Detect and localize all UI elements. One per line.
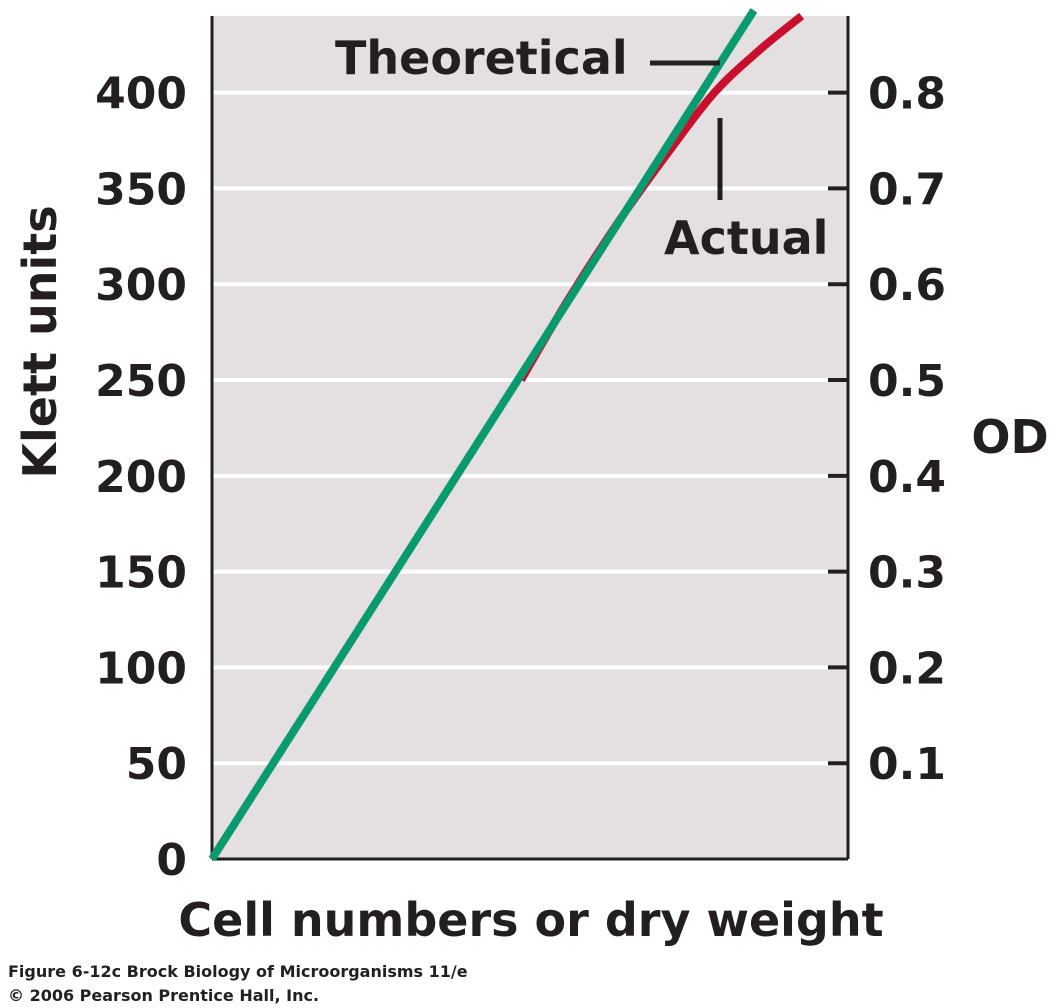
- right-ticks: [828, 90, 848, 766]
- y-tick-label-0: 0: [156, 835, 187, 886]
- series-label-actual: Actual: [664, 211, 828, 265]
- y2-tick-label-3: 0.4: [868, 452, 946, 503]
- y2-tick-label-2: 0.3: [868, 548, 946, 599]
- y2-tick-label-7: 0.8: [868, 69, 946, 120]
- y2-axis-title: OD: [971, 410, 1048, 464]
- series-label-theoretical: Theoretical: [335, 31, 628, 85]
- grid-lines: [212, 90, 848, 766]
- right-tick-labels: 0.1 0.2 0.3 0.4 0.5 0.6 0.7 0.8: [868, 69, 946, 791]
- plot-area: [212, 16, 848, 859]
- y-tick-label-200: 200: [95, 452, 187, 503]
- left-tick-labels: 0 50 100 150 200 250 300 350 400: [95, 69, 187, 886]
- y-tick-label-300: 300: [95, 260, 187, 311]
- y2-tick-label-0: 0.1: [868, 739, 946, 790]
- figure-caption-line1: Figure 6-12c Brock Biology of Microorgan…: [8, 962, 468, 981]
- y-tick-label-350: 350: [95, 164, 187, 215]
- y2-tick-label-1: 0.2: [868, 643, 946, 694]
- y-tick-label-250: 250: [95, 356, 187, 407]
- y-tick-label-50: 50: [126, 739, 187, 790]
- y-tick-label-100: 100: [95, 643, 187, 694]
- y-tick-label-150: 150: [95, 548, 187, 599]
- y-axis-title: Klett units: [13, 205, 67, 478]
- y2-tick-label-6: 0.7: [868, 164, 946, 215]
- x-axis-title: Cell numbers or dry weight: [178, 893, 883, 947]
- figure-caption-line2: © 2006 Pearson Prentice Hall, Inc.: [8, 986, 319, 1005]
- y-tick-label-400: 400: [95, 69, 187, 120]
- y2-tick-label-5: 0.6: [868, 260, 946, 311]
- series-lines: [208, 8, 805, 862]
- y2-tick-label-4: 0.5: [868, 356, 946, 407]
- series-line-theoretical: [208, 8, 758, 862]
